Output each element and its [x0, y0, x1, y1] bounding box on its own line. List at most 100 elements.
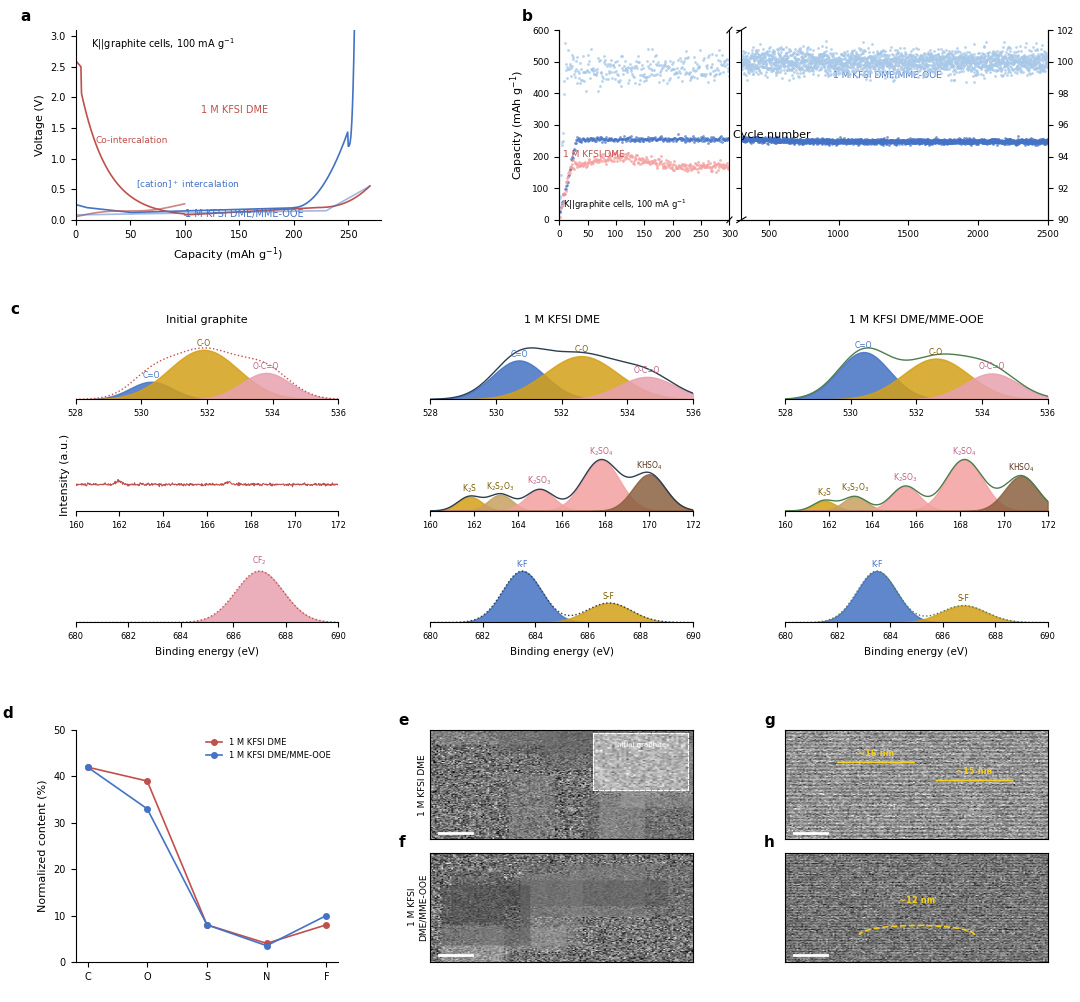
Point [747, 49, 765, 65]
Point [984, 48, 1001, 64]
Point [987, 131, 1004, 147]
Point [681, 160, 699, 176]
Point [946, 50, 963, 66]
Point [1018, 134, 1036, 150]
Point [775, 133, 793, 149]
Point [759, 130, 777, 146]
Point [852, 51, 869, 67]
Point [1004, 133, 1022, 149]
Point [981, 61, 998, 77]
Point [861, 131, 878, 147]
Point [990, 134, 1008, 150]
Point [733, 51, 751, 67]
Point [826, 57, 843, 73]
Point [760, 133, 778, 149]
Point [691, 156, 708, 172]
Point [998, 133, 1015, 149]
Point [904, 135, 921, 151]
Point [799, 133, 816, 149]
Point [956, 132, 973, 148]
Point [1005, 133, 1023, 149]
Point [650, 131, 667, 147]
Point [683, 131, 700, 147]
Text: K$_2$SO$_3$: K$_2$SO$_3$ [893, 472, 918, 484]
Point [976, 134, 994, 150]
Point [1039, 135, 1056, 151]
Point [793, 133, 810, 149]
Point [993, 68, 1010, 84]
Point [681, 132, 699, 148]
Point [1004, 132, 1022, 148]
Point [750, 41, 767, 57]
Point [1026, 52, 1043, 68]
Point [849, 132, 866, 148]
Point [832, 56, 849, 72]
Point [839, 134, 856, 150]
Point [1038, 134, 1055, 150]
Point [716, 158, 733, 174]
Point [1024, 56, 1041, 72]
Point [787, 134, 805, 150]
Point [1032, 59, 1050, 75]
Point [647, 132, 664, 148]
Point [1009, 134, 1026, 150]
Point [1011, 52, 1028, 68]
Point [771, 134, 788, 150]
Point [957, 55, 974, 71]
X-axis label: Binding energy (eV): Binding energy (eV) [864, 646, 969, 656]
Point [930, 40, 947, 56]
Point [882, 59, 900, 75]
Point [870, 132, 888, 148]
Point [735, 64, 753, 80]
Point [980, 57, 997, 73]
Point [989, 131, 1007, 147]
Point [1009, 133, 1026, 149]
Point [566, 160, 583, 176]
Point [913, 48, 930, 64]
Point [913, 131, 930, 147]
Point [637, 154, 654, 170]
Point [572, 61, 590, 77]
Text: f: f [399, 835, 405, 850]
Point [961, 55, 978, 71]
Point [1036, 136, 1053, 152]
Point [684, 159, 701, 175]
Point [991, 134, 1009, 150]
Point [1037, 132, 1054, 148]
Point [866, 52, 883, 68]
Point [600, 64, 618, 80]
Point [1038, 47, 1055, 63]
Point [795, 136, 812, 152]
Point [829, 131, 847, 147]
Point [839, 46, 856, 62]
Point [1025, 60, 1042, 76]
Point [977, 135, 995, 151]
Point [987, 134, 1004, 150]
Point [876, 132, 893, 148]
Point [847, 47, 864, 63]
Point [885, 60, 902, 76]
Point [968, 135, 985, 151]
Point [1008, 136, 1025, 152]
Point [802, 131, 820, 147]
Point [975, 50, 993, 66]
Point [846, 42, 863, 58]
Point [989, 55, 1007, 71]
Point [666, 156, 684, 172]
Point [823, 52, 840, 68]
Point [964, 49, 982, 65]
Point [609, 73, 626, 89]
Point [822, 63, 839, 79]
Point [813, 52, 831, 68]
Point [834, 132, 851, 148]
Point [897, 50, 915, 66]
Point [881, 133, 899, 149]
Point [1034, 57, 1051, 73]
Point [711, 130, 728, 146]
Point [768, 57, 785, 73]
Point [788, 65, 806, 81]
Point [664, 132, 681, 148]
Point [957, 133, 974, 149]
Point [1011, 134, 1028, 150]
Point [834, 134, 851, 150]
